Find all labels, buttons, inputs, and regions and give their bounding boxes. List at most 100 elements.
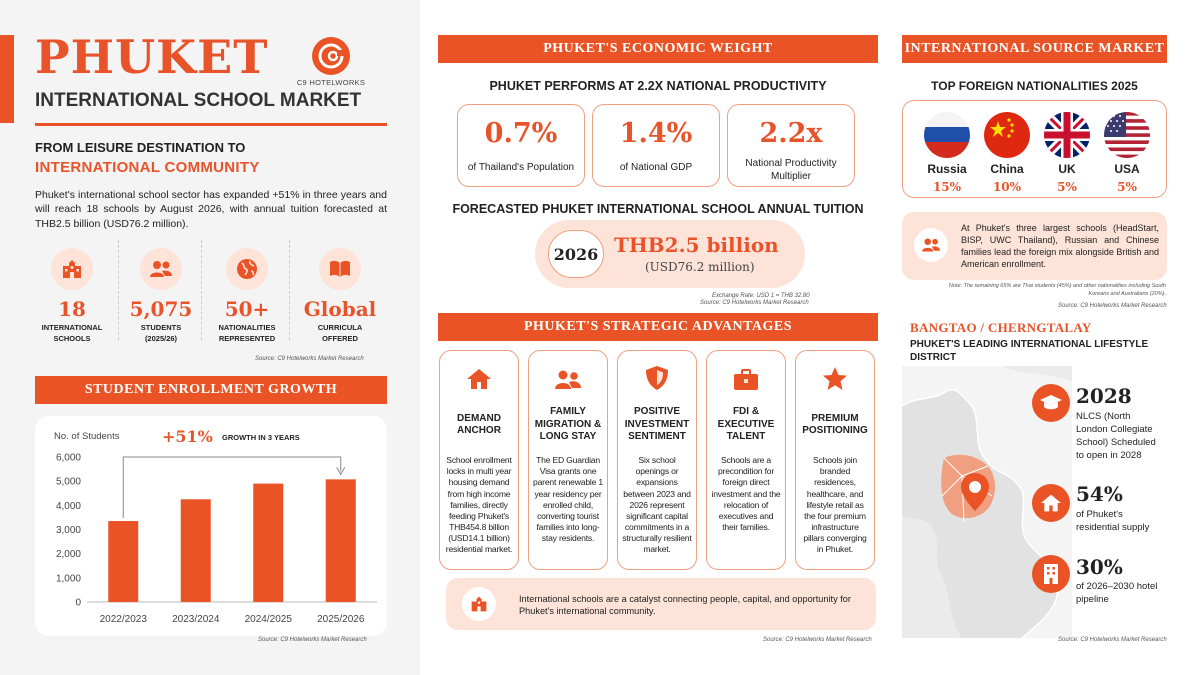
usa-flag-icon (1104, 112, 1150, 158)
russia-flag-icon (924, 112, 970, 158)
card-label: of National GDP (619, 162, 693, 173)
source-note: Source: C9 Hotelworks Market Research (1058, 637, 1167, 643)
stat-value: 5,075 (129, 297, 193, 321)
card-label: National Productivity Multiplier (745, 158, 837, 182)
stat-card (592, 104, 720, 187)
card-value: 2.2x (759, 118, 823, 149)
stat-value: 18 (58, 297, 86, 321)
page-subtitle: INTERNATIONAL SCHOOL MARKET (35, 90, 362, 111)
advantage-card: DEMAND ANCHOR School enrollment locks in… (439, 350, 519, 570)
bar (325, 479, 356, 602)
source-note: Source: C9 Hotelworks Market Research (1058, 303, 1167, 309)
book-icon (319, 248, 361, 290)
economic-banner: PHUKET'S ECONOMIC WEIGHT (438, 35, 878, 63)
advantage-card: POSITIVE INVESTMENT SENTIMENT Six school… (617, 350, 697, 570)
stat-value: 50+ (224, 297, 270, 321)
bangtao-subtitle: PHUKET'S LEADING INTERNATIONAL LIFESTYLE… (910, 339, 1149, 363)
nation-name: USA (1114, 162, 1140, 176)
advantage-title: POSITIVE INVESTMENT SENTIMENT (624, 406, 690, 443)
advantage-card: FDI & EXECUTIVE TALENT Schools are a pre… (706, 350, 786, 570)
source-note: Source: C9 Hotelworks Market Research (258, 637, 367, 643)
nation-percent: 15% (932, 180, 962, 194)
tuition-value: THB2.5 billion (614, 233, 779, 257)
enrollment-banner: STUDENT ENROLLMENT GROWTH (35, 376, 387, 404)
card-label: of Thailand's Population (467, 162, 575, 173)
headline-line2: INTERNATIONAL COMMUNITY (35, 159, 260, 176)
advantage-title: PREMIUM POSITIONING (802, 412, 868, 437)
advantage-card: PREMIUM POSITIONING Schools join branded… (795, 350, 875, 570)
tuition-year: 2026 (553, 244, 599, 264)
bangtao-text: of Phuket's residential supply (1076, 509, 1150, 534)
x-tick-label: 2024/2025 (245, 614, 293, 625)
shield-icon (618, 351, 696, 391)
advantage-text: Schools are a precondition for foreign d… (711, 455, 781, 533)
stat-label: NATIONALITIES REPRESENTED (218, 323, 276, 343)
bar (253, 483, 284, 602)
uk-flag-icon (1044, 112, 1090, 158)
source-note: Source: C9 Hotelworks Market Research (763, 637, 872, 643)
house-icon (1032, 484, 1070, 522)
stat-label: CURRICULA OFFERED (317, 323, 363, 343)
title-underline (35, 123, 387, 126)
y-tick-label: 0 (75, 598, 81, 609)
star-icon (796, 351, 874, 391)
headline-line1: FROM LEISURE DESTINATION TO (35, 140, 246, 155)
nation-name: Russia (927, 162, 967, 176)
china-flag-icon (984, 112, 1030, 158)
bangtao-value: 2028 (1076, 384, 1132, 408)
home-icon (440, 351, 518, 391)
nation-name: China (990, 162, 1024, 176)
nation-percent: 10% (992, 180, 1022, 194)
school-icon (462, 587, 496, 621)
advantage-text: The ED Guardian Visa grants one parent r… (533, 455, 603, 544)
tuition-year-badge: 2026 (548, 230, 604, 278)
divider (201, 240, 202, 340)
nationality-note: At Phuket's three largest schools (HeadS… (961, 223, 1159, 270)
tuition-heading: FORECASTED PHUKET INTERNATIONAL SCHOOL A… (452, 202, 864, 216)
bar (180, 499, 211, 602)
growth-text: GROWTH IN 3 YEARS (222, 433, 300, 442)
nationalities-heading: TOP FOREIGN NATIONALITIES 2025 (931, 79, 1138, 93)
bangtao-text: of 2026–2030 hotel pipeline (1076, 581, 1158, 606)
briefcase-icon (707, 351, 785, 391)
advantage-title: FAMILY MIGRATION & LONG STAY (534, 406, 602, 443)
y-tick-label: 3,000 (56, 525, 81, 536)
source-market-banner: INTERNATIONAL SOURCE MARKET (902, 35, 1167, 63)
school-icon (51, 248, 93, 290)
page-title: PHUKET (35, 30, 269, 84)
catalyst-text: International schools are a catalyst con… (519, 594, 851, 617)
growth-bracket (122, 456, 342, 519)
logo-text: C9 HOTELWORKS (296, 78, 366, 87)
advantages-banner: PHUKET'S STRATEGIC ADVANTAGES (438, 313, 878, 341)
y-tick-label: 5,000 (56, 477, 81, 488)
stat-value: Global (303, 297, 377, 321)
nation-percent: 5% (1057, 180, 1077, 194)
advantage-title: DEMAND ANCHOR (457, 412, 501, 437)
title-accent-bar (0, 35, 14, 123)
y-tick-label: 6,000 (56, 453, 81, 464)
stat-card (727, 104, 855, 187)
globe-icon (226, 248, 268, 290)
source-note: Source: C9 Hotelworks Market Research (255, 356, 364, 362)
stat-label: STUDENTS (2025/26) (140, 323, 182, 343)
c9-logo-icon (311, 36, 351, 76)
phuket-map (902, 366, 1072, 638)
advantage-card: FAMILY MIGRATION & LONG STAY The ED Guar… (528, 350, 608, 570)
location-pin-icon (960, 472, 990, 512)
tuition-usd: (USD76.2 million) (645, 260, 755, 274)
nation-percent: 5% (1117, 180, 1137, 194)
growth-value: +51% (162, 427, 213, 446)
source-note: Source: C9 Hotelworks Market Research (700, 300, 809, 306)
advantage-text: Schools join branded residences, healthc… (803, 455, 867, 555)
y-tick-label: 2,000 (56, 549, 81, 560)
bangtao-value: 30% (1076, 555, 1123, 579)
y-tick-label: 4,000 (56, 501, 81, 512)
footnote: Note: The remaining 65% are Thai student… (948, 283, 1166, 297)
bangtao-value: 54% (1076, 482, 1123, 506)
bangtao-text: NLCS (North London Collegiate School) Sc… (1076, 411, 1156, 462)
chart-ylabel: No. of Students (54, 431, 120, 442)
stat-label: INTERNATIONAL SCHOOLS (41, 323, 103, 343)
enrollment-bar-chart: 0 1,000 2,000 3,000 4,000 5,000 6,000 2022/2023… (56, 453, 377, 625)
divider (118, 240, 119, 340)
x-tick-label: 2025/2026 (317, 614, 365, 625)
